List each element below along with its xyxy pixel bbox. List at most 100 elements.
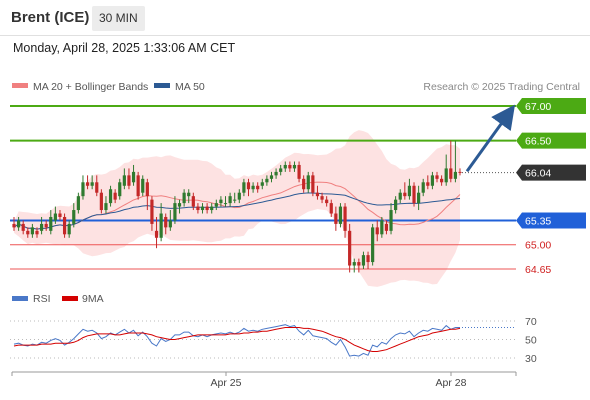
candle-body (421, 182, 425, 193)
candle-body (159, 213, 163, 238)
candle-body (164, 216, 168, 228)
candle-body (260, 182, 264, 186)
candle-body (26, 230, 30, 235)
candle-body (154, 230, 159, 238)
candle-body (279, 168, 283, 172)
candle (118, 178, 122, 200)
level-badge (516, 164, 586, 181)
candle (260, 178, 264, 190)
candle (440, 175, 444, 186)
candle (444, 154, 448, 186)
candle-body (35, 230, 39, 235)
candle-body (302, 178, 306, 190)
candle-body (76, 196, 80, 211)
candle-body (338, 206, 343, 224)
candle-body (62, 216, 67, 235)
candle (274, 168, 278, 179)
candle-body (311, 175, 315, 193)
candle-body (21, 223, 25, 231)
candle (99, 189, 103, 214)
candle (67, 220, 71, 238)
candle (141, 175, 145, 197)
ma50-line (13, 192, 461, 230)
candle (58, 210, 62, 221)
candle (53, 206, 57, 224)
candle-body (306, 175, 310, 190)
level-label: 65.00 (525, 240, 551, 252)
candle (154, 216, 159, 249)
level-badge (516, 132, 586, 149)
candle (90, 175, 94, 190)
candle-body (357, 262, 361, 266)
candle-body (205, 206, 209, 211)
candle-body (288, 164, 292, 169)
candle-body (343, 206, 347, 231)
candle-body (403, 192, 407, 197)
candle-body (440, 178, 444, 183)
timeframe-badge[interactable]: 30 MIN (92, 6, 145, 31)
candle-body (426, 182, 430, 186)
candle-body (435, 175, 439, 179)
candle-body (407, 185, 412, 197)
candle (182, 189, 186, 207)
candle (283, 161, 287, 172)
candle-body (361, 255, 366, 266)
moving-averages (13, 181, 461, 230)
candle (168, 210, 172, 231)
candle (131, 164, 136, 186)
candle-body (352, 262, 356, 266)
candle-body (131, 171, 136, 183)
level-label: 66.04 (525, 168, 551, 180)
candle (95, 175, 99, 197)
candle (191, 192, 195, 211)
candle-body (449, 168, 453, 179)
candle (421, 178, 425, 197)
candle (81, 175, 85, 200)
candle (177, 199, 182, 214)
candle-body (398, 192, 402, 200)
candle-body (141, 178, 145, 193)
candle-body (375, 227, 379, 235)
candle (348, 223, 352, 273)
candle (85, 175, 90, 190)
candle-body (136, 175, 140, 197)
candle (196, 203, 200, 214)
rsi-tick-label: 70 (525, 316, 537, 328)
candle (30, 223, 34, 238)
ma50-legend-label: MA 50 (175, 81, 205, 93)
candle-body (412, 185, 416, 204)
rsi-legend-swatch (12, 296, 28, 301)
forecast-arrow (465, 104, 516, 173)
candle (302, 175, 306, 193)
candle (292, 161, 297, 172)
candle-body (145, 182, 149, 197)
candle (21, 220, 25, 235)
candle (104, 196, 108, 214)
rsi-ma9-line (13, 327, 461, 352)
candle-body (49, 216, 53, 231)
level-label: 64.65 (525, 264, 551, 276)
time-tick-label: Apr 25 (211, 377, 242, 389)
candle-body (265, 178, 269, 183)
candle (205, 203, 209, 214)
candle-body (191, 196, 195, 207)
candle-body (228, 196, 232, 204)
rsi-tick-label: 30 (525, 353, 537, 365)
candle (430, 171, 435, 190)
candle (297, 161, 301, 183)
rsi-line (13, 324, 460, 357)
candle-body (430, 175, 435, 186)
candle-body (53, 213, 57, 221)
ma9-legend-swatch (62, 296, 78, 301)
time-axis-ticks: Apr 25 Apr 28 (211, 372, 467, 389)
candle (12, 216, 16, 231)
candle (72, 203, 76, 228)
candle-body (380, 220, 384, 235)
candle-body (196, 206, 200, 211)
candle (228, 192, 232, 207)
candle (237, 189, 241, 204)
forecast-arrow-line (465, 104, 516, 173)
bollinger-bands (14, 130, 460, 287)
candle-body (113, 192, 117, 200)
